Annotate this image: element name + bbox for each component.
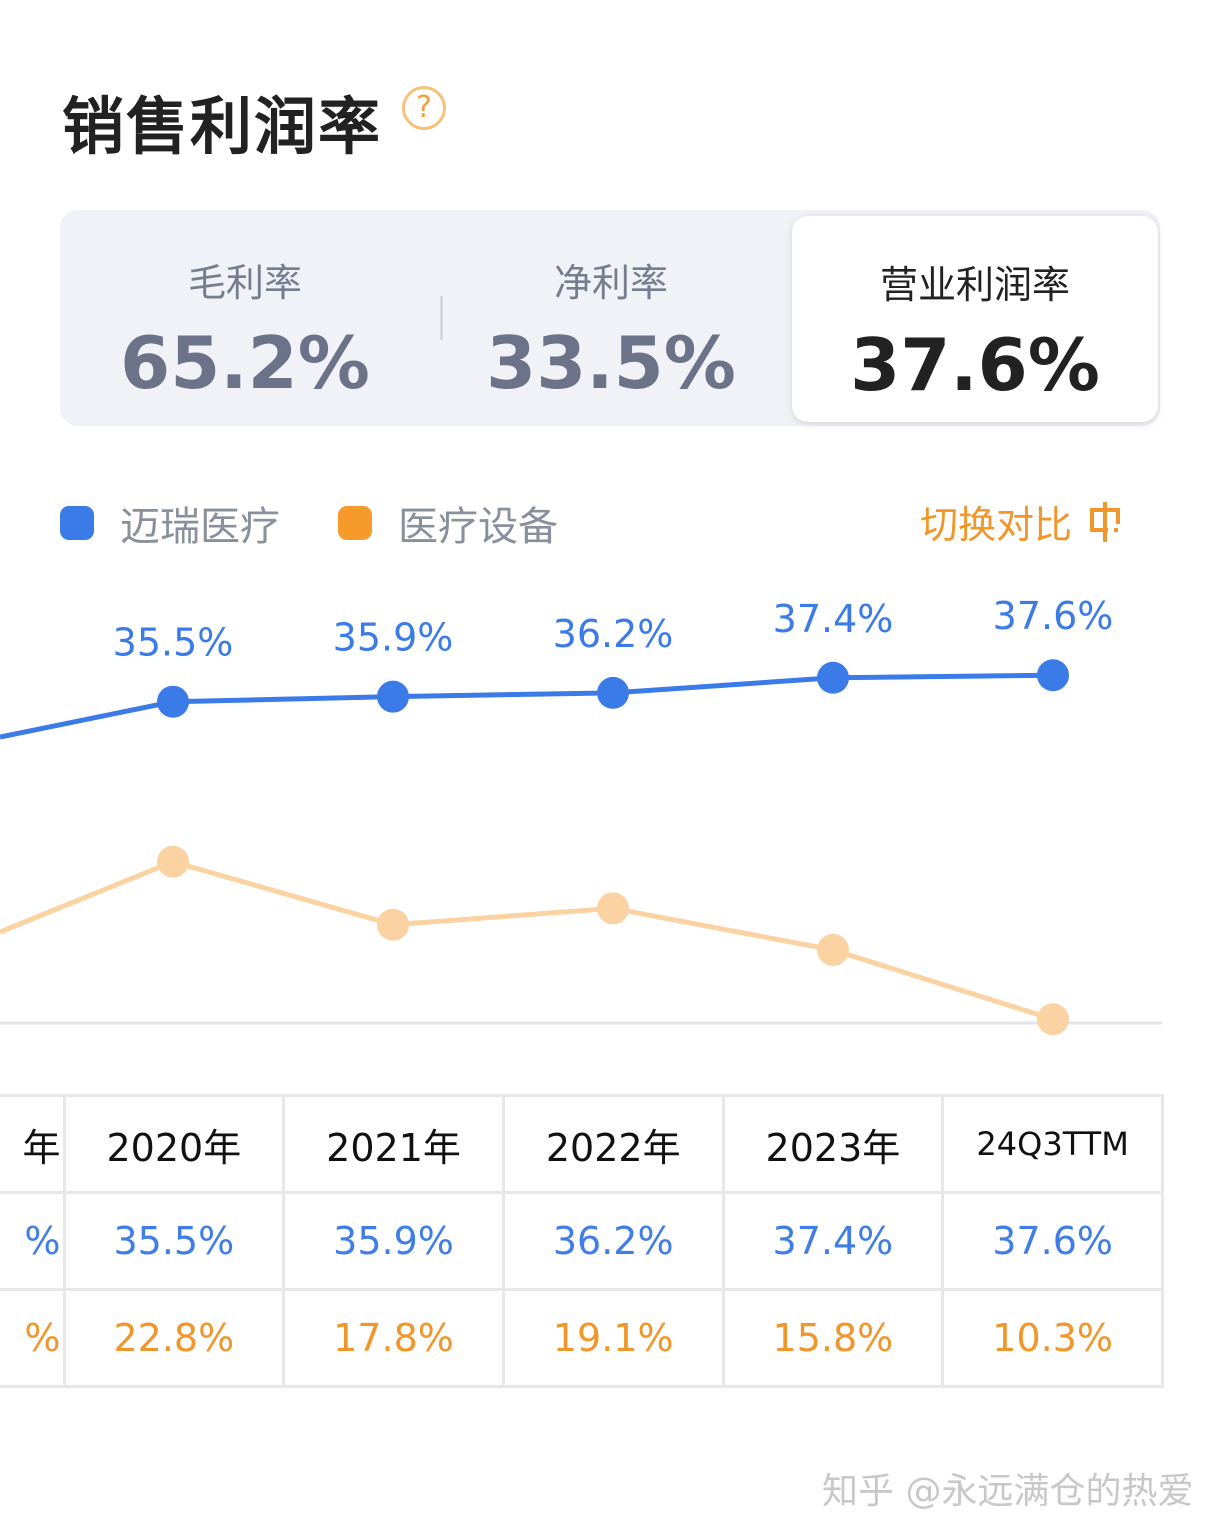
data-label: 35.5%: [113, 621, 234, 665]
line-chart: 35.5% 35.9% 36.2% 37.4% 37.6%: [0, 594, 1162, 1036]
table-cell: 22.8%: [62, 1288, 286, 1388]
data-label: 37.6%: [993, 594, 1114, 638]
table-cell: 2020年: [62, 1094, 286, 1194]
data-point: [817, 933, 849, 966]
tab-label: 毛利率: [187, 261, 302, 305]
data-point: [377, 680, 409, 713]
metric-tabs: 毛利率 65.2% 净利率 33.5% 营业利润率 37.6%: [60, 210, 1160, 426]
legend-label: 迈瑞医疗: [120, 504, 280, 550]
table-cell: 35.5%: [62, 1191, 286, 1291]
table-cell: 17.8%: [282, 1288, 505, 1388]
table-cell: 37.4%: [721, 1191, 945, 1291]
tab-net-margin[interactable]: 净利率 33.5%: [426, 210, 796, 426]
series-line: [0, 672, 1054, 740]
data-point: [597, 676, 629, 709]
tab-operating-margin[interactable]: 营业利润率 37.6%: [792, 216, 1158, 422]
page-title: 销售利润率: [62, 90, 383, 163]
data-point: [597, 892, 629, 925]
watermark: 知乎 @永远满仓的热爱: [822, 1471, 1194, 1512]
legend-item-mindray[interactable]: 迈瑞医疗: [60, 494, 280, 552]
data-point: [377, 908, 409, 941]
table-cell: 年: [0, 1094, 66, 1194]
data-point: [157, 845, 189, 878]
question-circle-icon[interactable]: ?: [402, 86, 446, 130]
series-line: [0, 859, 1054, 1022]
divider: [440, 296, 443, 340]
tab-label: 净利率: [553, 261, 668, 305]
table-cell: 36.2%: [501, 1191, 725, 1291]
data-point: [157, 685, 189, 718]
legend-label: 医疗设备: [398, 504, 558, 550]
switch-label: 切换对比: [920, 503, 1073, 547]
table-row-device: % 22.8% 17.8% 19.1% 15.8% 10.3%: [0, 1288, 1164, 1388]
table-cell: 2022年: [501, 1094, 725, 1194]
data-label: 35.9%: [333, 616, 454, 660]
table-row-mindray: % 35.5% 35.9% 36.2% 37.4% 37.6%: [0, 1191, 1164, 1291]
table-cell: 37.6%: [941, 1191, 1164, 1291]
table-cell: 10.3%: [941, 1288, 1164, 1388]
data-table: 年 2020年 2021年 2022年 2023年 24Q3TTM % 35.5…: [0, 1094, 1164, 1388]
table-cell: 35.9%: [282, 1191, 505, 1291]
tab-gross-margin[interactable]: 毛利率 65.2%: [60, 210, 430, 426]
data-point: [1037, 1003, 1069, 1036]
tab-value: 37.6%: [850, 323, 1100, 407]
table-header-row: 年 2020年 2021年 2022年 2023年 24Q3TTM: [0, 1094, 1164, 1194]
table-cell: 15.8%: [721, 1288, 945, 1388]
legend-item-device[interactable]: 医疗设备: [338, 494, 558, 552]
table-cell: 19.1%: [501, 1288, 725, 1388]
tab-value: 65.2%: [120, 321, 370, 405]
switch-compare-button[interactable]: 切换对比: [920, 494, 1128, 549]
data-point: [817, 661, 849, 694]
table-cell: 24Q3TTM: [941, 1094, 1164, 1194]
table-cell: 2021年: [282, 1094, 505, 1194]
toggle-compare-icon: [1090, 501, 1121, 542]
table-cell: 2023年: [721, 1094, 945, 1194]
tab-value: 33.5%: [486, 321, 736, 405]
table-cell: %: [0, 1288, 66, 1388]
table-cell: %: [0, 1191, 66, 1291]
data-label: 36.2%: [553, 612, 674, 656]
data-label: 37.4%: [773, 597, 894, 641]
legend-swatch: [60, 506, 94, 540]
legend-swatch: [338, 506, 372, 540]
tab-label: 营业利润率: [879, 263, 1070, 307]
data-point: [1037, 659, 1069, 692]
